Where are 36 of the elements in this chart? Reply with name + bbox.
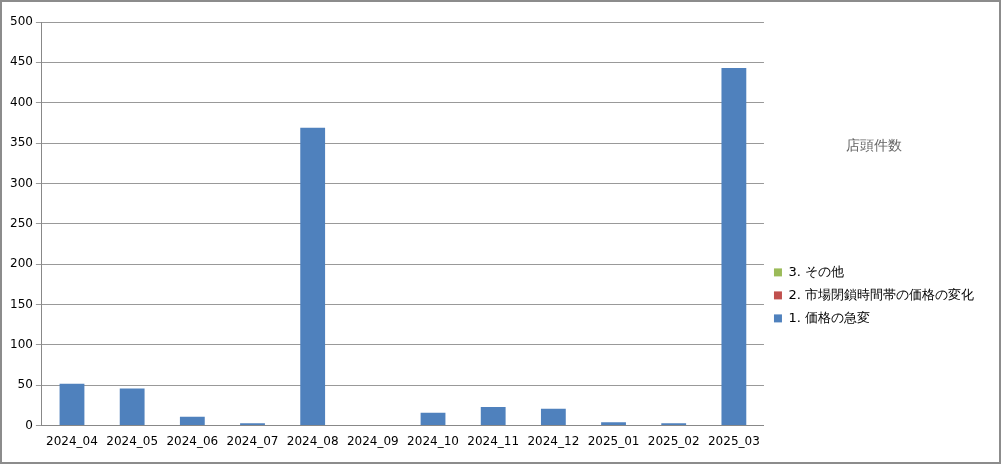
x-tick-label: 2024_05 (106, 433, 159, 448)
bar (601, 422, 626, 426)
x-tick-label: 2025_01 (587, 433, 640, 448)
y-tick-label: 50 (17, 377, 33, 392)
bar (540, 408, 566, 426)
y-tick-label: 300 (10, 175, 33, 190)
legend-label: 3. その他 (788, 263, 845, 279)
y-tick-label: 500 (10, 14, 33, 29)
y-tick-label: 100 (10, 337, 33, 352)
x-tick-label: 2024_10 (407, 433, 459, 448)
y-tick-label: 350 (10, 135, 33, 150)
x-tick-label: 2024_08 (286, 433, 339, 448)
x-tick-label: 2024_07 (226, 433, 279, 448)
y-tick-label: 0 (25, 417, 33, 432)
bar (179, 416, 205, 426)
bar (721, 68, 747, 426)
y-tick-label: 150 (10, 296, 33, 311)
x-tick-label: 2024_12 (527, 433, 580, 448)
y-tick-label: 200 (10, 256, 33, 271)
bar (119, 388, 145, 426)
x-tick-label: 2025_03 (707, 433, 760, 448)
legend-label: 1. 価格の急変 (788, 309, 871, 325)
y-tick-label: 400 (10, 94, 33, 109)
x-tick-label: 2024_11 (467, 433, 520, 448)
y-tick-label: 450 (10, 54, 33, 69)
x-tick-label: 2025_02 (647, 433, 700, 448)
legend-title: 店頭件数 (845, 136, 902, 153)
bar (480, 407, 506, 426)
bar (59, 383, 85, 426)
bar (420, 412, 446, 426)
legend-label: 2. 市場閉鎖時間帯の価格の変化 (788, 286, 975, 302)
y-tick-label: 250 (10, 215, 33, 230)
bar (300, 127, 326, 426)
x-tick-label: 2024_09 (346, 433, 399, 448)
x-tick-label: 2024_04 (46, 433, 98, 448)
x-tick-label: 2024_06 (166, 433, 219, 448)
